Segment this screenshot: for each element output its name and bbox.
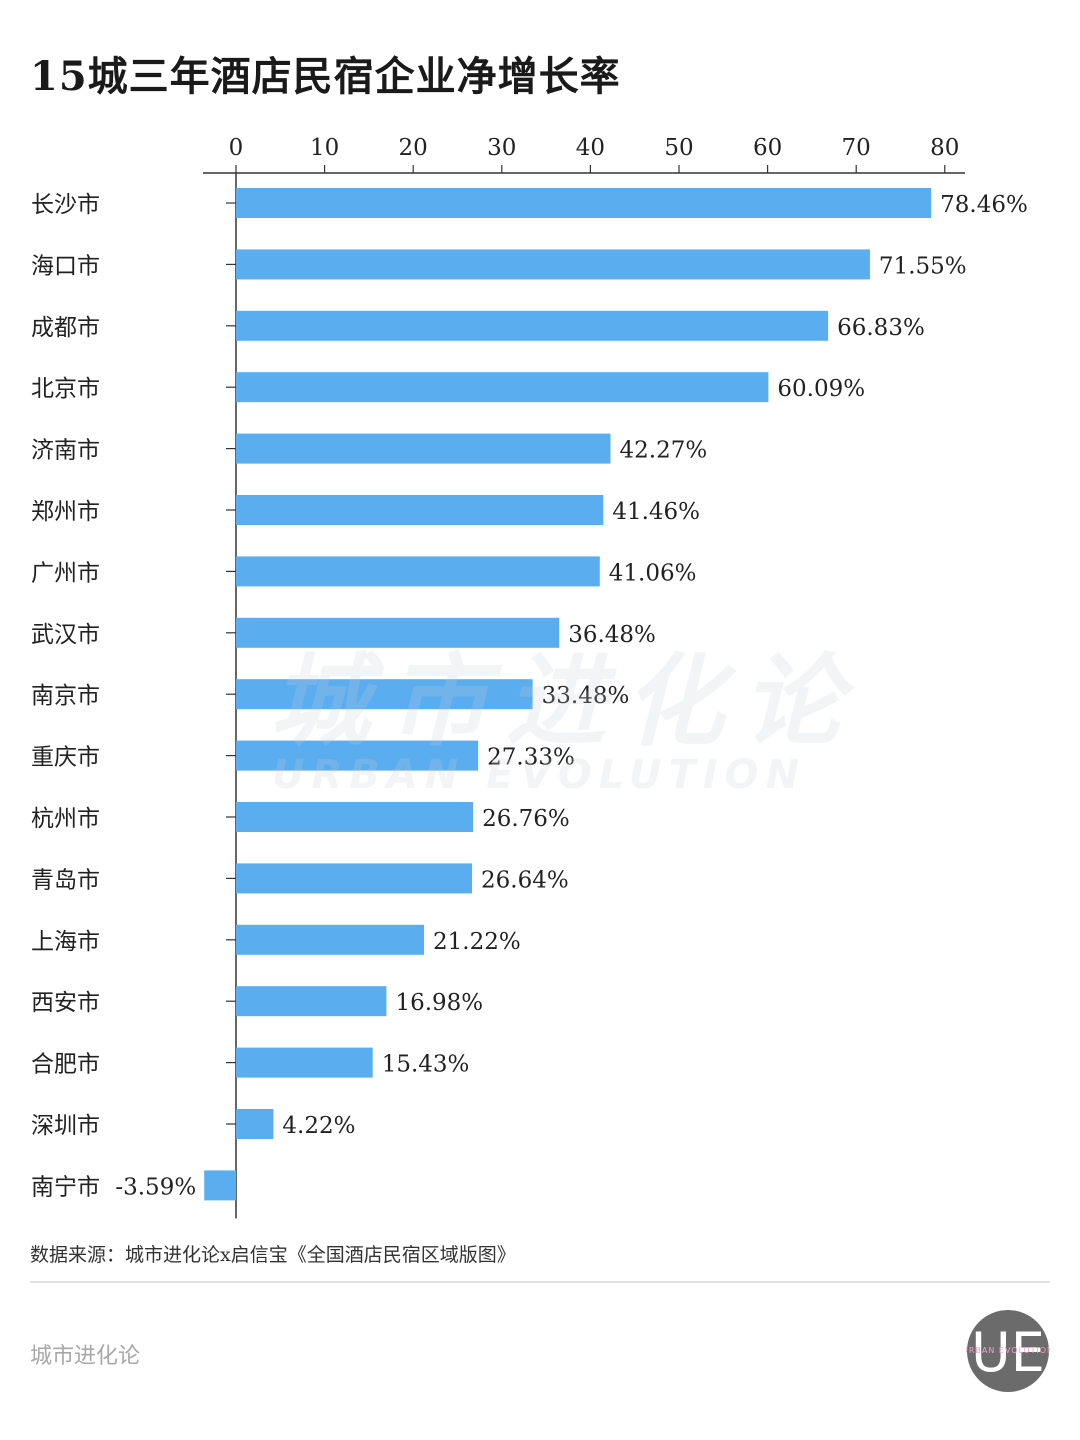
category-label: 合肥市: [31, 1052, 100, 1078]
value-label: 60.09%: [777, 376, 865, 402]
x-tick-label: 50: [664, 135, 693, 161]
bar-7: [236, 556, 600, 587]
bar-14: [236, 986, 387, 1017]
bar-16: [236, 1109, 274, 1139]
bar-1: [236, 188, 932, 218]
x-tick-label: 10: [310, 135, 339, 161]
value-label: 66.83%: [837, 315, 925, 341]
category-label: 武汉市: [31, 622, 100, 648]
x-tick-label: 40: [576, 135, 605, 161]
category-label: 郑州市: [31, 499, 100, 525]
bar-11: [236, 802, 474, 832]
value-label: 15.43%: [382, 1052, 470, 1078]
bar-15: [236, 1047, 373, 1078]
value-label: 78.46%: [940, 192, 1028, 218]
x-tick-label: 80: [930, 135, 959, 161]
category-label: 杭州市: [31, 806, 100, 832]
value-label: 42.27%: [620, 438, 708, 464]
value-label: 26.64%: [481, 867, 569, 893]
bar-9: [236, 679, 533, 710]
watermark-english: URBAN EVOLUTION: [272, 752, 807, 798]
category-label: 南京市: [31, 683, 100, 709]
value-label: 21.22%: [433, 929, 521, 955]
value-label: 41.46%: [612, 499, 700, 525]
value-label: 36.48%: [568, 622, 656, 648]
x-tick-label: 30: [487, 135, 516, 161]
bar-3: [236, 310, 829, 341]
value-label: 26.76%: [482, 806, 570, 832]
bar-chart: 0 10 20 30 40 50 60 70 80 长沙市 78.46% 海口市 71.55% 成都市 66…: [31, 135, 1028, 1219]
category-label: 西安市: [31, 990, 100, 1016]
footer-divider: [30, 1281, 1050, 1283]
value-label: 41.06%: [609, 560, 697, 586]
x-tick-label: 0: [229, 135, 244, 161]
category-label: 青岛市: [31, 867, 100, 893]
bar-2: [236, 249, 870, 280]
bar-10: [236, 740, 479, 771]
category-label: 广州市: [31, 560, 100, 586]
bar-5: [236, 433, 611, 464]
x-tick-label: 60: [753, 135, 782, 161]
value-label: 16.98%: [395, 990, 483, 1016]
category-label: 长沙市: [31, 192, 100, 218]
bar-12: [236, 863, 473, 894]
category-label: 北京市: [31, 376, 100, 402]
value-label: -3.59%: [115, 1174, 196, 1200]
value-label: 4.22%: [282, 1113, 355, 1139]
category-label: 海口市: [31, 253, 100, 279]
value-label: 27.33%: [487, 745, 575, 771]
bar-13: [236, 924, 425, 955]
bar-4: [236, 372, 769, 403]
urban-evolution-logo: UE URBAN EVOLUTION: [966, 1310, 1050, 1392]
logo-ring-text: URBAN EVOLUTION: [966, 1346, 1050, 1355]
bar-17: [204, 1170, 236, 1201]
watermark-chinese: 城市进化论: [270, 643, 860, 760]
category-label: 济南市: [31, 438, 100, 464]
value-label: 71.55%: [879, 253, 967, 279]
bar-6: [236, 495, 604, 525]
chart-title: 15城三年酒店民宿企业净增长率: [30, 53, 621, 100]
category-label: 上海市: [31, 929, 100, 955]
category-label: 重庆市: [31, 745, 100, 771]
footer-brand: 城市进化论: [30, 1344, 141, 1369]
bar-8: [236, 617, 560, 648]
category-label: 南宁市: [31, 1174, 100, 1200]
value-label: 33.48%: [542, 683, 630, 709]
x-tick-label: 20: [399, 135, 428, 161]
data-source-note: 数据来源：城市进化论x启信宝《全国酒店民宿区域版图》: [30, 1244, 516, 1266]
category-label: 成都市: [31, 315, 100, 341]
category-label: 深圳市: [31, 1113, 100, 1139]
logo-letters: UE: [971, 1321, 1045, 1384]
x-tick-label: 70: [842, 135, 871, 161]
